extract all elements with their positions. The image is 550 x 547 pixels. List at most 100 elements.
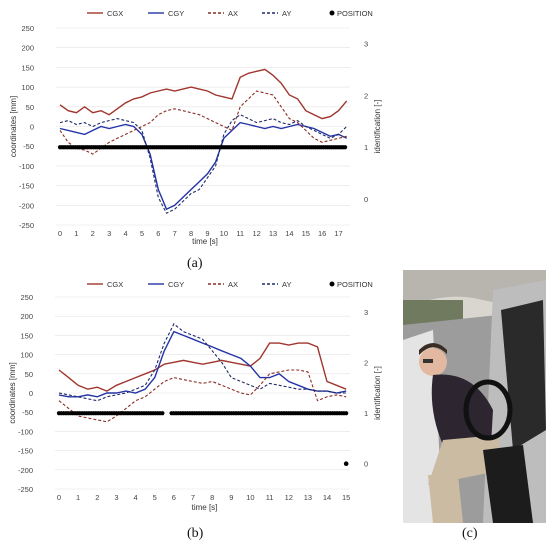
y-axis-label: coordinates [mm]	[9, 96, 18, 157]
series-line-cgy	[58, 330, 347, 398]
y-tick-label: -150	[19, 182, 34, 191]
y-tick-label: 150	[20, 331, 33, 340]
legend-label: CGY	[168, 9, 184, 18]
legend-label: AX	[228, 280, 238, 289]
panel-label-b: (b)	[187, 526, 204, 541]
x-tick-label: 7	[173, 229, 177, 238]
y-tick-label: 50	[25, 370, 33, 379]
x-tick-label: 16	[318, 229, 326, 238]
series-line-cgx	[58, 342, 347, 392]
y-right-axis-label: identification [-]	[373, 366, 382, 420]
y-tick-label: 0	[29, 389, 33, 398]
x-tick-label: 5	[140, 229, 144, 238]
x-tick-label: 6	[172, 493, 176, 502]
x-tick-label: 4	[123, 229, 127, 238]
legend-label: CGX	[107, 280, 123, 289]
x-tick-label: 9	[205, 229, 209, 238]
x-tick-label: 1	[76, 493, 80, 502]
x-axis-label: time [s]	[192, 237, 218, 246]
y-tick-label: -150	[18, 447, 33, 456]
y-right-axis-label: identification [-]	[373, 100, 382, 154]
y-tick-label: -100	[19, 162, 34, 171]
legend-label: POSITION	[337, 9, 373, 18]
y-right-tick-label: 2	[364, 91, 368, 100]
x-tick-label: 4	[133, 493, 137, 502]
y-tick-label: 200	[21, 44, 34, 53]
x-tick-label: 12	[252, 229, 260, 238]
legend-label: AY	[282, 280, 291, 289]
panel-label-a: (a)	[187, 256, 203, 271]
y-right-tick-label: 0	[364, 460, 368, 469]
y-axis-label: coordinates [mm]	[8, 362, 17, 423]
x-tick-label: 13	[269, 229, 277, 238]
x-axis-label: time [s]	[192, 503, 218, 512]
y-tick-label: -50	[23, 142, 34, 151]
series-line-cgy	[59, 121, 348, 211]
x-tick-label: 10	[246, 493, 254, 502]
x-tick-label: 17	[334, 229, 342, 238]
x-tick-label: 13	[304, 493, 312, 502]
y-right-tick-label: 2	[364, 359, 368, 368]
y-tick-label: 0	[30, 123, 34, 132]
series-line-ax	[58, 369, 347, 423]
series-line-ay	[59, 114, 348, 214]
x-tick-label: 6	[156, 229, 160, 238]
legend-label: CGY	[168, 280, 184, 289]
y-right-tick-label: 3	[364, 40, 368, 49]
x-tick-label: 8	[210, 493, 214, 502]
y-tick-label: 250	[21, 24, 34, 33]
panel-label-c: (c)	[462, 526, 478, 541]
series-line-ax	[59, 90, 347, 155]
legend-label: CGX	[107, 9, 123, 18]
legend-marker-position	[329, 10, 335, 16]
x-tick-label: 7	[191, 493, 195, 502]
x-tick-label: 11	[266, 493, 274, 502]
y-right-tick-label: 0	[364, 195, 368, 204]
x-tick-label: 10	[220, 229, 228, 238]
x-tick-label: 1	[74, 229, 78, 238]
y-right-tick-label: 1	[364, 143, 368, 152]
x-tick-label: 2	[95, 493, 99, 502]
position-point	[344, 411, 349, 416]
y-tick-label: -250	[18, 485, 33, 494]
y-right-tick-label: 1	[364, 409, 368, 418]
position-point	[343, 461, 349, 467]
y-tick-label: 200	[20, 312, 33, 321]
x-tick-label: 0	[57, 493, 61, 502]
y-tick-label: -200	[18, 466, 33, 475]
x-tick-label: 9	[229, 493, 233, 502]
x-tick-label: 8	[189, 229, 193, 238]
x-tick-label: 5	[153, 493, 157, 502]
x-tick-label: 3	[107, 229, 111, 238]
x-tick-label: 12	[285, 493, 293, 502]
y-tick-label: 150	[21, 63, 34, 72]
person-entering-car-photo	[403, 270, 546, 523]
legend-label: POSITION	[337, 280, 373, 289]
y-tick-label: 50	[26, 103, 34, 112]
y-tick-label: -200	[19, 201, 34, 210]
position-point	[160, 411, 165, 416]
y-tick-label: -50	[22, 408, 33, 417]
x-tick-label: 11	[236, 229, 244, 238]
series-line-cgx	[59, 68, 348, 120]
y-tick-label: 100	[21, 83, 34, 92]
y-tick-label: 100	[20, 351, 33, 360]
x-tick-label: 2	[91, 229, 95, 238]
x-tick-label: 15	[302, 229, 310, 238]
y-right-tick-label: 3	[364, 308, 368, 317]
legend-label: AY	[282, 9, 291, 18]
x-tick-label: 14	[323, 493, 331, 502]
y-tick-label: -250	[19, 221, 34, 230]
y-tick-label: -100	[18, 427, 33, 436]
y-tick-label: 250	[20, 293, 33, 302]
x-tick-label: 14	[285, 229, 293, 238]
legend-label: AX	[228, 9, 238, 18]
x-tick-label: 3	[114, 493, 118, 502]
series-line-ay	[58, 323, 347, 402]
legend-marker-position	[329, 281, 335, 287]
x-tick-label: 15	[342, 493, 350, 502]
x-tick-label: 0	[58, 229, 62, 238]
